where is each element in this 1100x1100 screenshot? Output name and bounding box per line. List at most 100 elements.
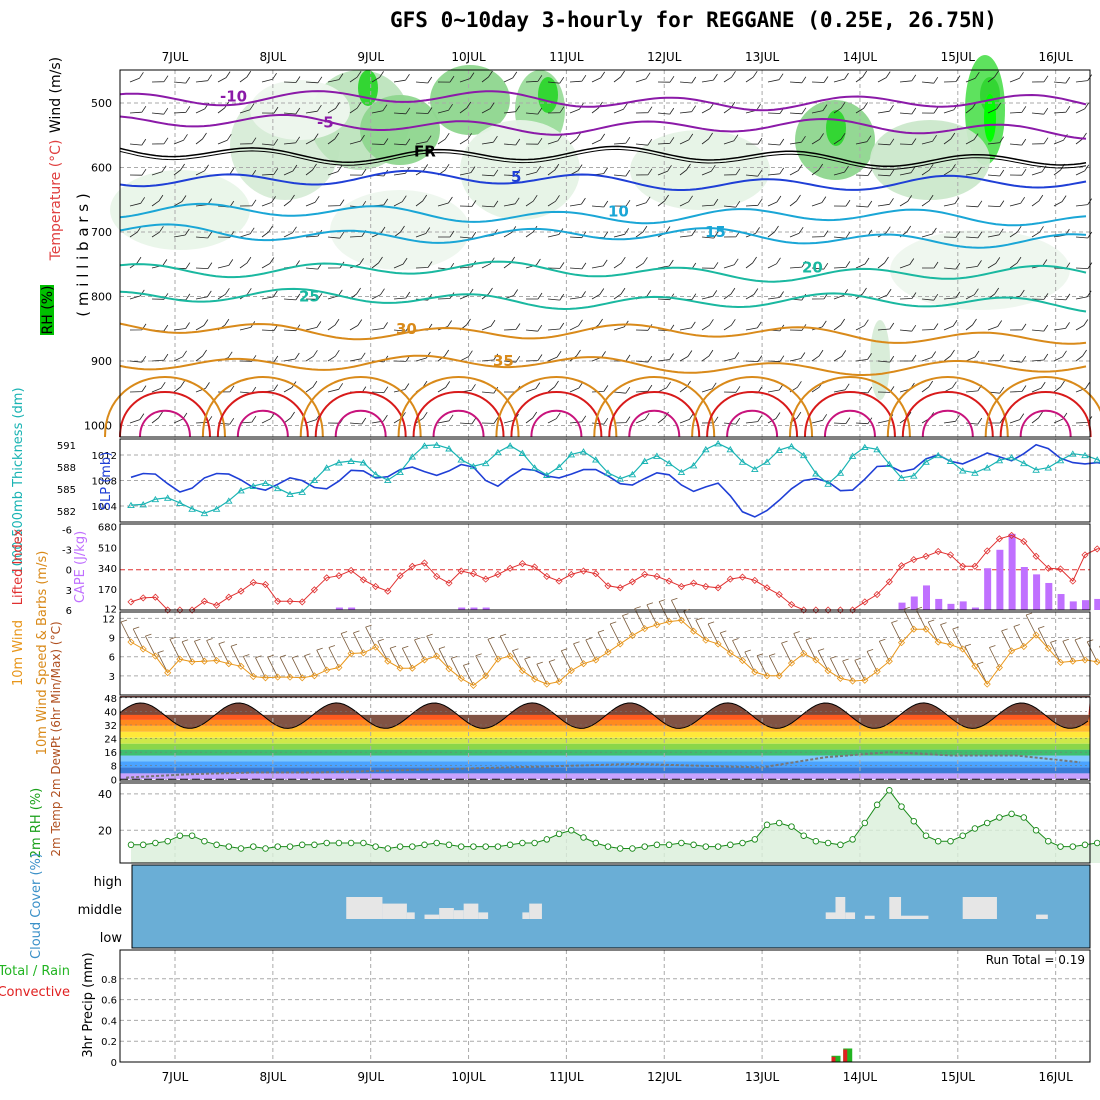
wind-barb [789, 226, 804, 238]
rh-point [824, 839, 832, 847]
cloud-block [1036, 914, 1048, 919]
run-total-label: Run Total = 0.19 [986, 953, 1085, 967]
wind-barb-10m [866, 649, 878, 672]
wind-barb [1031, 75, 1049, 83]
wind-barb [129, 256, 142, 269]
wind-barb [239, 256, 252, 269]
wind-barb [613, 103, 628, 114]
li-point [787, 601, 796, 609]
wind-barb [239, 137, 257, 145]
wind-barb [1075, 102, 1090, 114]
wind-barb [547, 163, 560, 176]
wind-barb [173, 322, 190, 331]
wind-barb-10m [450, 656, 462, 679]
slp-tick-label: 1004 [92, 502, 117, 513]
wind-speed-point [922, 625, 930, 633]
cape-bar [971, 607, 979, 610]
wind-axis-label-b: 10m Wind Speed & Barbs (m/s) [35, 551, 50, 756]
li-point [665, 577, 673, 585]
wind-barb [965, 133, 979, 145]
wind-barb [261, 138, 279, 146]
bottom-date-label: 13JUL [745, 1070, 780, 1084]
cloud-block [346, 897, 383, 919]
rh-line [131, 789, 1100, 850]
temp-color-band [120, 749, 1090, 756]
wind-barb [327, 132, 340, 145]
wind-barb [811, 104, 828, 114]
li-axis-label: Lifted Index [11, 528, 26, 605]
li-point [518, 560, 526, 568]
li-point [176, 606, 184, 614]
rh-point [641, 843, 648, 850]
thickness-point [200, 509, 209, 517]
rh-point [396, 843, 404, 850]
thickness-point [665, 459, 673, 467]
li-point [934, 547, 942, 556]
wind-barb [261, 257, 275, 269]
rh-point [604, 843, 612, 850]
li-point [971, 562, 979, 570]
wind-barb [635, 384, 653, 393]
wind-barb [437, 414, 454, 424]
pressure-tick-label: 700 [91, 226, 112, 239]
wind-barb [921, 293, 939, 301]
li-point [897, 562, 906, 570]
wind-barb [151, 381, 166, 393]
rh-point [653, 841, 661, 849]
wind-barb [723, 258, 739, 269]
wind-speed-point [836, 674, 844, 682]
wind-barb [943, 262, 961, 270]
top-date-label: 15JUL [941, 50, 976, 64]
cape-bar [984, 568, 992, 610]
rh-area [130, 790, 1100, 863]
thickness-point [396, 468, 404, 476]
li-point [738, 573, 747, 581]
li-point [335, 572, 343, 580]
cape-bar [1069, 601, 1077, 610]
wind-barb [855, 102, 868, 114]
wind-speed-point [702, 636, 710, 644]
thickness-point [861, 443, 869, 451]
rh-point [421, 841, 428, 849]
wind-barb [987, 169, 1005, 177]
wind-barb [217, 288, 230, 300]
wind-barb-10m [279, 654, 291, 678]
wind-barb [305, 293, 323, 300]
wind-barb [173, 106, 191, 114]
wind-barb [833, 132, 846, 145]
top-date-label: 8JUL [260, 50, 287, 64]
thickness-point [555, 463, 563, 470]
wind-barb-10m [1001, 628, 1012, 652]
wind-barb [811, 349, 824, 362]
thickness-point [726, 445, 735, 453]
wind-barb [855, 319, 869, 331]
wind-barb-10m [560, 648, 572, 671]
wind-speed-point [469, 681, 477, 689]
li-point [396, 572, 404, 580]
wind-barb [503, 71, 518, 83]
wind-barb-10m [548, 659, 560, 682]
thickness-point [1044, 464, 1053, 471]
wind-barb [1009, 72, 1024, 83]
li-point [1056, 565, 1065, 573]
li-point [494, 570, 502, 578]
bottom-date-label: 9JUL [357, 1070, 384, 1084]
li-point [751, 576, 759, 584]
li-point [775, 590, 783, 599]
li-tick-label: 0 [66, 566, 72, 577]
wind-speed-point [274, 673, 282, 681]
rh-point [274, 843, 281, 850]
wind-speed-point [641, 625, 649, 633]
temp-color-band [120, 767, 1090, 774]
wind-barb [173, 134, 188, 145]
wind-speed-point [861, 676, 869, 684]
wind-speed-point [616, 640, 624, 648]
rh-point [372, 843, 379, 850]
cape-bar [935, 598, 943, 610]
wind-barb [591, 417, 609, 425]
wind-barb [921, 76, 939, 84]
wind-barb-10m [499, 633, 511, 657]
isotherm-loop [432, 409, 485, 438]
thickness-point [763, 458, 771, 465]
precip-panel-frame [119, 949, 1091, 1063]
